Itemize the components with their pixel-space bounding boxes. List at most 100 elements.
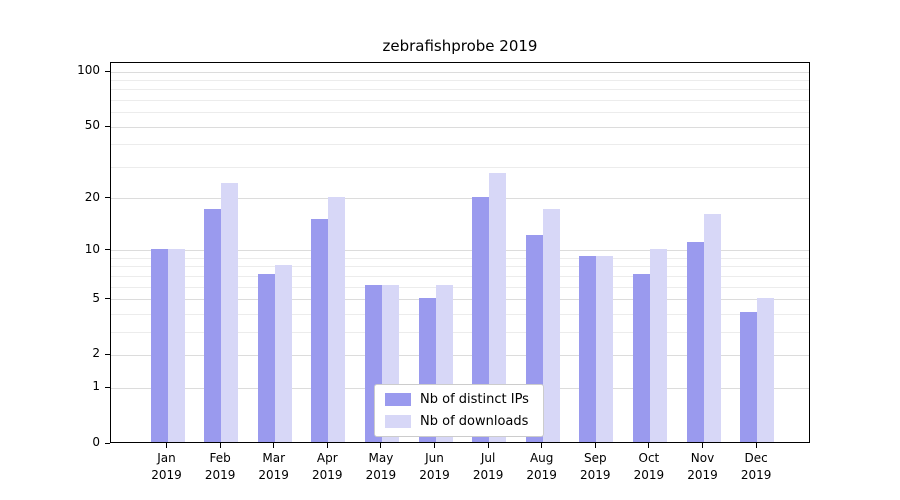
major-gridline-5 <box>111 299 809 301</box>
y-tick-label-2: 2 <box>92 346 100 361</box>
y-tick-label-5: 5 <box>92 290 100 305</box>
y-tick-mark-0 <box>105 442 110 444</box>
x-tick-mark-apr <box>326 443 328 448</box>
y-tick-mark-5 <box>105 298 110 300</box>
bar-nb-of-distinct-ips-jul <box>472 196 490 442</box>
major-gridline-100 <box>111 71 809 73</box>
bar-nb-of-downloads-sep <box>596 256 614 442</box>
x-tick-mark-feb <box>219 443 221 448</box>
y-tick-label-50: 50 <box>84 118 100 133</box>
x-tick-label-month: Aug <box>529 451 554 465</box>
bar-nb-of-downloads-mar <box>274 264 292 442</box>
minor-gridline-8 <box>111 266 809 268</box>
minor-gridline-70 <box>111 99 809 101</box>
legend: Nb of distinct IPs Nb of downloads <box>374 384 544 437</box>
x-tick-mark-may <box>380 443 382 448</box>
y-tick-label-10: 10 <box>84 241 100 256</box>
x-tick-label-month: May <box>368 451 394 465</box>
minor-gridline-40 <box>111 144 809 146</box>
x-tick-label-month: Dec <box>744 451 768 465</box>
x-tick-mark-mar <box>273 443 275 448</box>
x-tick-label-month: Mar <box>262 451 285 465</box>
minor-gridline-7 <box>111 275 809 277</box>
x-tick-label-year: 2019 <box>472 468 504 483</box>
x-tick-label-year: 2019 <box>204 468 236 483</box>
legend-label-distinct-ips: Nb of distinct IPs <box>420 392 529 407</box>
x-tick-label-mar: Mar 2019 <box>242 450 306 485</box>
bar-nb-of-downloads-oct <box>649 248 667 442</box>
y-tick-label-1: 1 <box>92 379 100 394</box>
minor-gridline-4 <box>111 313 809 315</box>
legend-item-distinct-ips: Nb of distinct IPs <box>385 392 529 407</box>
minor-gridline-80 <box>111 89 809 91</box>
x-tick-label-month: Nov <box>690 451 715 465</box>
bar-nb-of-distinct-ips-feb <box>204 209 222 442</box>
bar-nb-of-downloads-aug <box>542 209 560 442</box>
x-tick-mark-aug <box>541 443 543 448</box>
bar-nb-of-downloads-nov <box>703 213 721 442</box>
y-tick-label-100: 100 <box>77 63 100 77</box>
x-tick-mark-dec <box>755 443 757 448</box>
chart-title: zebrafishprobe 2019 <box>382 37 538 55</box>
x-tick-label-may: May 2019 <box>349 450 413 485</box>
x-tick-mark-jun <box>434 443 435 448</box>
major-gridline-20 <box>111 198 809 200</box>
x-tick-label-apr: Apr 2019 <box>295 450 359 485</box>
x-tick-label-month: Sep <box>583 451 607 465</box>
plot-area: Nb of distinct IPs Nb of downloads <box>110 62 810 443</box>
x-tick-label-feb: Feb 2019 <box>188 450 252 485</box>
x-tick-label-year: 2019 <box>258 468 289 483</box>
minor-gridline-30 <box>111 166 809 168</box>
y-tick-label-20: 20 <box>84 189 100 204</box>
x-tick-label-month: Oct <box>638 451 660 465</box>
bar-nb-of-downloads-jan <box>167 248 185 442</box>
legend-swatch-downloads <box>385 415 411 428</box>
x-tick-mark-sep <box>594 443 596 448</box>
x-tick-label-jul: Jul 2019 <box>456 450 520 485</box>
x-tick-label-jan: Jan 2019 <box>135 450 199 485</box>
bar-nb-of-downloads-feb <box>221 182 239 442</box>
bar-nb-of-distinct-ips-mar <box>257 274 275 442</box>
x-tick-label-oct: Oct 2019 <box>617 450 681 485</box>
gridlines-layer <box>111 63 809 442</box>
y-tick-label-0: 0 <box>92 435 100 449</box>
x-tick-label-month: Jun <box>425 451 444 465</box>
y-tick-mark-20 <box>105 197 110 199</box>
x-tick-label-year: 2019 <box>365 468 397 483</box>
bar-nb-of-distinct-ips-apr <box>311 218 329 442</box>
x-tick-label-year: 2019 <box>740 468 772 483</box>
x-tick-label-month: Jul <box>480 451 496 465</box>
minor-gridline-9 <box>111 257 809 259</box>
bar-nb-of-downloads-dec <box>757 297 775 442</box>
major-gridline-50 <box>111 126 809 128</box>
y-tick-mark-2 <box>105 353 110 355</box>
x-tick-label-jun: Jun 2019 <box>403 450 467 485</box>
bar-nb-of-distinct-ips-jan <box>150 248 168 442</box>
x-tick-label-month: Apr <box>316 451 338 465</box>
bar-nb-of-distinct-ips-dec <box>740 312 758 442</box>
x-tick-label-month: Jan <box>157 451 176 465</box>
bar-nb-of-distinct-ips-nov <box>686 241 704 442</box>
x-tick-label-month: Feb <box>209 451 231 465</box>
minor-gridline-60 <box>111 112 809 114</box>
x-tick-label-year: 2019 <box>687 468 718 483</box>
major-gridline-2 <box>111 354 809 356</box>
y-tick-mark-10 <box>105 249 110 251</box>
x-tick-label-year: 2019 <box>633 468 665 483</box>
bar-nb-of-downloads-jul <box>489 173 507 442</box>
x-tick-mark-nov <box>702 443 703 448</box>
bar-nb-of-distinct-ips-sep <box>579 256 597 442</box>
x-tick-label-dec: Dec 2019 <box>724 450 788 485</box>
x-tick-label-year: 2019 <box>580 468 611 483</box>
x-tick-mark-jul <box>487 443 489 448</box>
x-tick-mark-oct <box>648 443 650 448</box>
minor-gridline-90 <box>111 79 809 81</box>
x-tick-label-sep: Sep 2019 <box>563 450 627 485</box>
x-tick-label-year: 2019 <box>312 468 343 483</box>
y-tick-mark-1 <box>105 386 110 388</box>
minor-gridline-3 <box>111 331 809 333</box>
major-gridline-10 <box>111 250 809 252</box>
x-tick-label-nov: Nov 2019 <box>671 450 735 485</box>
x-tick-label-year: 2019 <box>526 468 557 483</box>
